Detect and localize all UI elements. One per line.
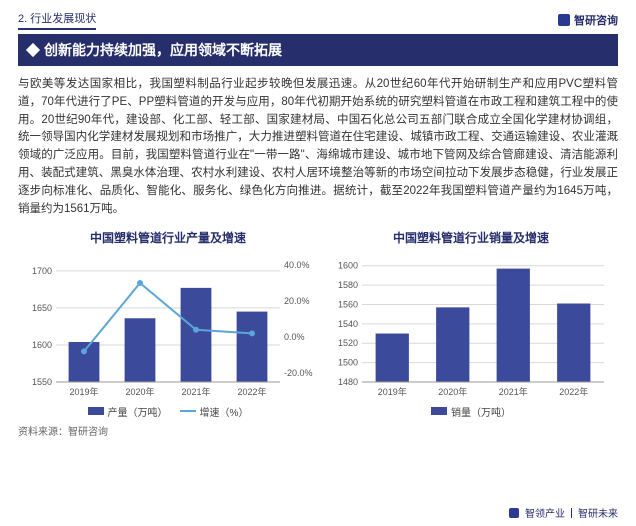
svg-text:1700: 1700 <box>32 265 52 275</box>
section-number: 2. 行业发展现状 <box>18 10 96 30</box>
legend-line-left: 增速（%） <box>180 404 249 419</box>
svg-text:20.0%: 20.0% <box>284 296 310 306</box>
logo-icon <box>558 14 570 26</box>
svg-text:1580: 1580 <box>338 280 358 290</box>
chart-right-plot: 1480 1500 1520 1540 1560 1580 1600 2019年 2020年 20… <box>324 250 618 400</box>
svg-text:1650: 1650 <box>32 302 52 312</box>
top-row: 2. 行业发展现状 智研咨询 <box>18 10 618 30</box>
chart-right-title: 中国塑料管道行业销量及增速 <box>324 229 618 246</box>
svg-text:1540: 1540 <box>338 318 358 328</box>
source-footnote: 资料来源：智研咨询 <box>18 423 618 438</box>
brand-top-text: 智研咨询 <box>574 12 618 28</box>
svg-text:2021年: 2021年 <box>181 386 210 397</box>
svg-text:2022年: 2022年 <box>237 386 266 397</box>
svg-text:1600: 1600 <box>338 260 358 270</box>
svg-text:1480: 1480 <box>338 377 358 387</box>
bottom-brand: 智领产业 智研未来 <box>509 505 618 520</box>
svg-text:2021年: 2021年 <box>499 386 528 397</box>
legend-bar-right: 销量（万吨） <box>431 404 511 419</box>
svg-text:1520: 1520 <box>338 338 358 348</box>
bottom-brand-right: 智研未来 <box>578 505 618 520</box>
chart-right-legend: 销量（万吨） <box>324 404 618 419</box>
svg-text:1500: 1500 <box>338 357 358 367</box>
logo-icon-bottom <box>509 508 519 518</box>
bottom-brand-left: 智领产业 <box>525 505 565 520</box>
svg-text:40.0%: 40.0% <box>284 260 310 270</box>
svg-text:1550: 1550 <box>32 377 52 387</box>
chart-right: 中国塑料管道行业销量及增速 1480 1500 1520 1540 1560 1580 16… <box>324 229 618 419</box>
brand-divider <box>571 508 572 518</box>
svg-text:2019年: 2019年 <box>378 386 407 397</box>
chart-left-title: 中国塑料管道行业产量及增速 <box>18 229 318 246</box>
legend-bar-left: 产量（万吨） <box>88 404 168 419</box>
svg-text:2022年: 2022年 <box>559 386 588 397</box>
svg-text:0.0%: 0.0% <box>284 332 305 342</box>
svg-text:1600: 1600 <box>32 339 52 349</box>
diamond-icon <box>26 43 40 57</box>
chart-left-legend: 产量（万吨） 增速（%） <box>18 404 318 419</box>
brand-top: 智研咨询 <box>558 10 618 30</box>
page-root: 2. 行业发展现状 智研咨询 创新能力持续加强，应用领域不断拓展 与欧美等发达国… <box>0 0 636 526</box>
svg-text:-20.0%: -20.0% <box>284 368 313 378</box>
body-paragraph: 与欧美等发达国家相比，我国塑料制品行业起步较晚但发展迅速。从20世纪60年代开始… <box>18 76 618 219</box>
chart-left-plot: 1550 1600 1650 1700 -20.0% 0.0% 20.0% 40.0% 2019… <box>18 250 318 400</box>
svg-text:2020年: 2020年 <box>125 386 154 397</box>
svg-text:2020年: 2020年 <box>438 386 467 397</box>
title-text: 创新能力持续加强，应用领域不断拓展 <box>44 40 282 60</box>
svg-text:2019年: 2019年 <box>69 386 98 397</box>
svg-text:1560: 1560 <box>338 299 358 309</box>
chart-left: 中国塑料管道行业产量及增速 1550 1600 1650 1700 -20.0% 0.0%… <box>18 229 318 419</box>
title-bar: 创新能力持续加强，应用领域不断拓展 <box>18 34 618 66</box>
charts-row: 中国塑料管道行业产量及增速 1550 1600 1650 1700 -20.0% 0.0%… <box>18 229 618 419</box>
